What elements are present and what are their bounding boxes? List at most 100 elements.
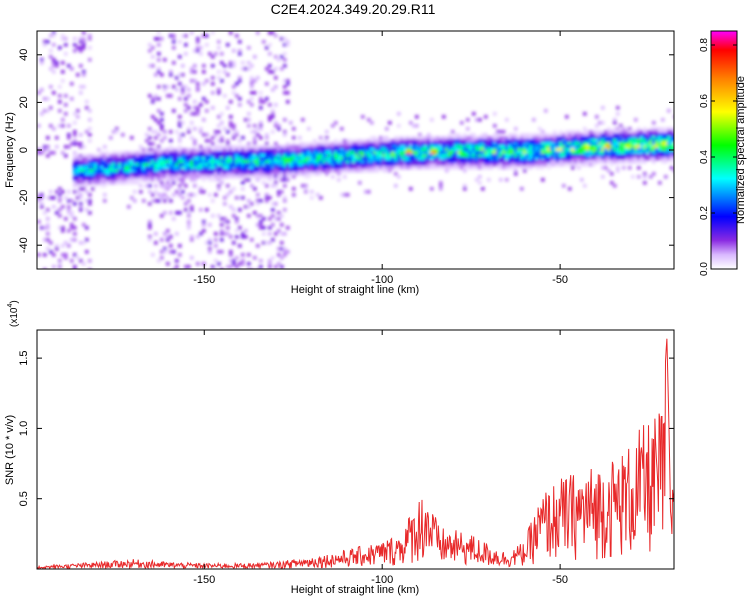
- heatmap-cell: [196, 85, 200, 89]
- heatmap-cell: [163, 187, 167, 191]
- heatmap-cell: [589, 145, 593, 149]
- heatmap-cell: [211, 214, 215, 218]
- heatmap-cell: [232, 145, 236, 149]
- heatmap-cell: [637, 130, 641, 134]
- heatmap-cell: [565, 139, 569, 143]
- heatmap-cell: [385, 151, 389, 155]
- heatmap-cell: [514, 163, 518, 167]
- heatmap-cell: [559, 130, 563, 134]
- heatmap-cell: [115, 127, 119, 131]
- heatmap-cell: [544, 136, 548, 140]
- heatmap-cell: [292, 127, 296, 131]
- heatmap-cell: [412, 124, 416, 128]
- heatmap-cell: [292, 187, 296, 191]
- heatmap-cell: [229, 175, 233, 179]
- heatmap-cell: [337, 163, 341, 167]
- heatmap-cell: [475, 154, 479, 158]
- heatmap-cell: [367, 151, 371, 155]
- heatmap-cell: [73, 151, 77, 155]
- heatmap-cell: [148, 136, 152, 140]
- heatmap-cell: [286, 226, 290, 230]
- heatmap-cell: [88, 139, 92, 143]
- heatmap-cell: [376, 154, 380, 158]
- heatmap-cell: [172, 169, 176, 173]
- heatmap-cell: [532, 142, 536, 146]
- heatmap-cell: [217, 187, 221, 191]
- heatmap-cell: [268, 259, 272, 263]
- heatmap-cell: [382, 169, 386, 173]
- heatmap-cell: [73, 139, 77, 143]
- heatmap-cell: [259, 121, 263, 125]
- heatmap-cell: [229, 235, 233, 239]
- heatmap-cell: [475, 151, 479, 155]
- heatmap-cell: [349, 139, 353, 143]
- spectrogram-cells: [37, 31, 674, 269]
- heatmap-cell: [538, 148, 542, 152]
- heatmap-cell: [511, 160, 515, 164]
- heatmap-cell: [364, 151, 368, 155]
- heatmap-cell: [439, 154, 443, 158]
- heatmap-cell: [466, 136, 470, 140]
- heatmap-cell: [148, 64, 152, 68]
- heatmap-cell: [253, 175, 257, 179]
- heatmap-cell: [667, 127, 671, 131]
- heatmap-cell: [268, 103, 272, 107]
- heatmap-cell: [451, 142, 455, 146]
- heatmap-cell: [178, 157, 182, 161]
- heatmap-cell: [148, 94, 152, 98]
- heatmap-cell: [133, 151, 137, 155]
- heatmap-cell: [328, 151, 332, 155]
- heatmap-cell: [97, 163, 101, 167]
- heatmap-cell: [391, 160, 395, 164]
- heatmap-cell: [193, 172, 197, 176]
- heatmap-cell: [466, 151, 470, 155]
- heatmap-cell: [223, 94, 227, 98]
- heatmap-cell: [37, 124, 41, 128]
- heatmap-cell: [508, 136, 512, 140]
- heatmap-cell: [211, 151, 215, 155]
- heatmap-cell: [280, 175, 284, 179]
- heatmap-cell: [169, 235, 173, 239]
- heatmap-cell: [286, 166, 290, 170]
- heatmap-cell: [592, 163, 596, 167]
- heatmap-cell: [472, 154, 476, 158]
- heatmap-cell: [46, 148, 50, 152]
- heatmap-cell: [484, 115, 488, 119]
- heatmap-cell: [658, 130, 662, 134]
- heatmap-cell: [223, 148, 227, 152]
- heatmap-cell: [634, 160, 638, 164]
- heatmap-cell: [313, 172, 317, 176]
- heatmap-cell: [283, 85, 287, 89]
- heatmap-cell: [403, 157, 407, 161]
- heatmap-cell: [370, 121, 374, 125]
- heatmap-cell: [88, 118, 92, 122]
- heatmap-cell: [520, 187, 524, 191]
- heatmap-cell: [592, 154, 596, 158]
- heatmap-cell: [583, 133, 587, 137]
- heatmap-cell: [502, 166, 506, 170]
- heatmap-cell: [121, 163, 125, 167]
- heatmap-cell: [631, 157, 635, 161]
- heatmap-cell: [229, 157, 233, 161]
- heatmap-cell: [463, 151, 467, 155]
- heatmap-cell: [640, 130, 644, 134]
- heatmap-cell: [79, 184, 83, 188]
- heatmap-cell: [412, 136, 416, 140]
- heatmap-cell: [46, 136, 50, 140]
- heatmap-cell: [262, 172, 266, 176]
- heatmap-cell: [667, 145, 671, 149]
- heatmap-cell: [244, 154, 248, 158]
- heatmap-cell: [523, 166, 527, 170]
- heatmap-cell: [184, 163, 188, 167]
- heatmap-cell: [418, 145, 422, 149]
- heatmap-cell: [589, 160, 593, 164]
- heatmap-cell: [193, 160, 197, 164]
- heatmap-cell: [388, 163, 392, 167]
- heatmap-cell: [379, 136, 383, 140]
- heatmap-cell: [451, 163, 455, 167]
- heatmap-cell: [157, 154, 161, 158]
- heatmap-cell: [448, 166, 452, 170]
- heatmap-cell: [247, 61, 251, 65]
- heatmap-cell: [223, 127, 227, 131]
- heatmap-cell: [595, 130, 599, 134]
